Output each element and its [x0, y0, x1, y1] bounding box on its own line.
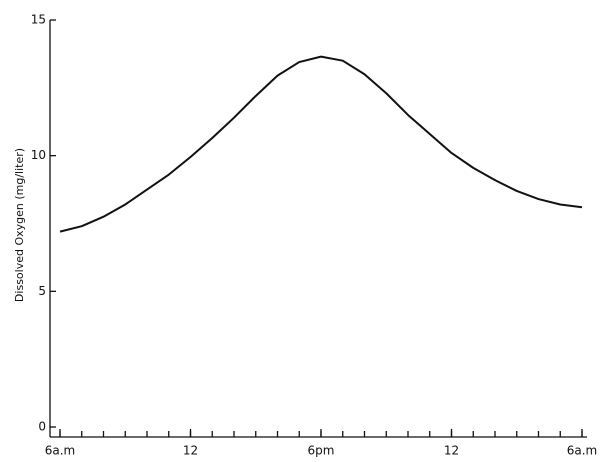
- y-tick-label: 0: [38, 420, 46, 434]
- y-tick-label: 10: [31, 148, 46, 162]
- y-tick-label: 5: [38, 284, 46, 298]
- x-tick-label: 6a.m: [567, 444, 598, 458]
- y-axis-label: Dissolved Oxygen (mg/liter): [13, 148, 26, 302]
- data-line: [59, 55, 583, 233]
- x-tick-label: 12: [183, 444, 198, 458]
- x-tick-label: 6pm: [308, 444, 335, 458]
- x-tick-label: 12: [444, 444, 459, 458]
- x-tick-label: 6a.m: [45, 444, 76, 458]
- y-tick-label: 15: [31, 13, 46, 27]
